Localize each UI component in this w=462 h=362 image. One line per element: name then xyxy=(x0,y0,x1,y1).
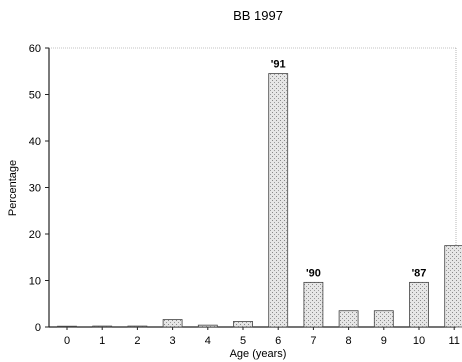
bars xyxy=(57,73,462,328)
y-tick-label: 10 xyxy=(29,276,41,288)
y-axis-label: Percentage xyxy=(7,160,19,216)
x-tick-label: 1 xyxy=(99,335,105,347)
bar-age-3 xyxy=(162,319,183,328)
y-ticks: 0 10 20 30 40 50 60 xyxy=(29,43,49,334)
x-tick-label: 6 xyxy=(275,335,281,347)
plot-area: 0 10 20 30 40 50 60 0 1 2 3 4 5 6 7 8 9 10 11 '91 '90 '87 xyxy=(29,43,462,347)
y-tick-label: 40 xyxy=(29,136,41,148)
bar-age-4 xyxy=(197,324,218,328)
x-tick-label: 5 xyxy=(240,335,246,347)
y-tick-label: 60 xyxy=(29,43,41,55)
bar-age-11 xyxy=(444,245,462,328)
annotation-label: '90 xyxy=(306,267,321,279)
x-tick-label: 0 xyxy=(64,335,70,347)
x-axis-label: Age (years) xyxy=(230,348,287,360)
x-ticks: 0 1 2 3 4 5 6 7 8 9 10 11 xyxy=(64,327,460,347)
x-tick-label: 9 xyxy=(381,335,387,347)
bar-age-8 xyxy=(338,310,359,328)
annotation-label: '91 xyxy=(271,59,286,71)
bar-age-2 xyxy=(127,325,148,328)
x-tick-label: 4 xyxy=(205,335,211,347)
y-tick-label: 20 xyxy=(29,229,41,241)
bar-age-6 xyxy=(268,73,289,328)
x-tick-label: 10 xyxy=(413,335,425,347)
x-tick-label: 7 xyxy=(310,335,316,347)
y-tick-label: 0 xyxy=(35,322,41,334)
bar-age-9 xyxy=(373,310,394,328)
x-tick-label: 2 xyxy=(134,335,140,347)
annotation-label: '87 xyxy=(412,267,427,279)
annotations: '91 '90 '87 xyxy=(271,59,427,280)
x-tick-label: 8 xyxy=(346,335,352,347)
y-tick-label: 30 xyxy=(29,183,41,195)
x-tick-label: 3 xyxy=(170,335,176,347)
bar-age-1 xyxy=(92,325,113,328)
x-tick-label: 11 xyxy=(448,335,459,347)
bar-age-7 xyxy=(303,281,324,328)
bar-age-10 xyxy=(409,281,429,328)
bar-age-5 xyxy=(233,321,253,328)
chart-title: BB 1997 xyxy=(233,8,283,23)
bar-age-0 xyxy=(57,325,77,328)
y-tick-label: 50 xyxy=(29,90,41,102)
